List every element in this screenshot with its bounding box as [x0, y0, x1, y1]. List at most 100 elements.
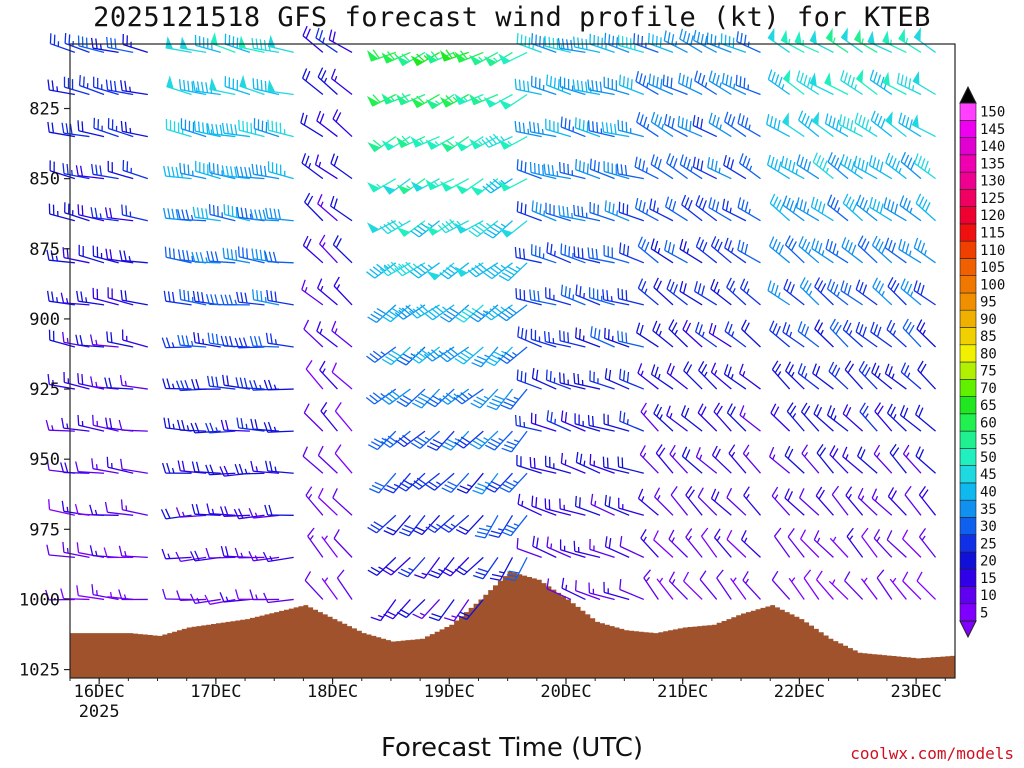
barb-shaft — [650, 163, 674, 180]
barb-flag — [395, 439, 405, 448]
barb-flag — [175, 380, 181, 391]
barb-flag — [582, 120, 585, 131]
barb-half-flag — [319, 328, 323, 334]
barb-flag — [730, 116, 736, 127]
barb-flag — [457, 439, 468, 446]
barb-flag — [262, 209, 267, 221]
barb-flag — [685, 486, 693, 496]
barb-flag — [683, 571, 690, 582]
barb-flag — [921, 199, 928, 210]
barb-flag — [564, 244, 567, 256]
barb-shaft — [78, 471, 105, 474]
barb-half-flag — [669, 412, 673, 419]
barb-flag — [224, 335, 229, 347]
barb-shaft — [694, 290, 718, 306]
barb-flag — [183, 163, 186, 175]
barb-flag — [227, 205, 230, 216]
barb-flag — [250, 122, 253, 134]
barb-flag — [682, 30, 687, 42]
barb-shaft — [423, 556, 441, 579]
barb-flag — [863, 241, 870, 252]
barb-flag — [248, 508, 254, 519]
barb-flag — [328, 29, 333, 40]
y-tick-label: 825 — [29, 100, 60, 120]
barb-flag — [508, 570, 520, 574]
barb-flag — [902, 529, 909, 540]
barb-flag — [120, 458, 123, 470]
barb-flag — [663, 30, 667, 41]
barb-flag — [669, 281, 675, 292]
barb-shaft — [300, 122, 324, 138]
barb-shaft — [49, 213, 76, 222]
barb-flag — [210, 294, 215, 305]
barb-flag — [710, 278, 716, 290]
barb-flag — [706, 32, 709, 44]
barb-half-flag — [745, 493, 750, 500]
barb-flag — [251, 37, 255, 49]
barb-flag — [489, 181, 499, 189]
barb-half-flag — [323, 535, 329, 541]
barb-shaft — [107, 46, 134, 54]
barb-half-flag — [543, 210, 546, 216]
barb-flag — [514, 78, 517, 90]
barb-shaft — [122, 169, 149, 180]
barb-flag — [491, 573, 503, 578]
barb-half-flag — [656, 207, 659, 213]
barb-flag — [531, 200, 534, 211]
barb-flag — [847, 74, 852, 86]
barb-shaft — [874, 410, 893, 432]
barb-flag — [181, 460, 186, 472]
barb-shaft — [63, 471, 90, 474]
barb-flag — [869, 196, 874, 208]
barb-flag — [330, 153, 336, 164]
barb-flag — [234, 337, 240, 349]
barb-flag — [640, 239, 647, 250]
barb-shaft — [180, 88, 207, 96]
barb-flag — [604, 536, 608, 547]
barb-shaft — [122, 130, 148, 138]
barb-half-flag — [804, 373, 808, 379]
barb-pennant — [439, 50, 452, 62]
barb-flag — [862, 199, 868, 211]
barb-shaft — [766, 123, 790, 138]
barb-shaft — [92, 47, 119, 54]
barb-shaft — [491, 262, 513, 280]
barb-flag — [453, 396, 463, 405]
barb-flag — [873, 72, 878, 83]
barb-shaft — [421, 599, 441, 620]
barb-flag — [519, 415, 522, 427]
barb-pennant — [483, 56, 497, 67]
barb-half-flag — [791, 371, 795, 378]
barb-flag — [710, 362, 717, 373]
barb-flag — [475, 437, 486, 444]
barb-flag — [546, 536, 549, 548]
barb-flag — [444, 484, 455, 490]
barb-flag — [604, 494, 607, 506]
barb-flag — [120, 289, 123, 301]
barb-shaft — [387, 262, 411, 277]
barb-flag — [332, 235, 339, 245]
barb-flag — [506, 440, 517, 446]
barb-flag — [886, 530, 893, 541]
barb-flag — [398, 265, 407, 275]
barb-flag — [679, 28, 684, 40]
barb-flag — [459, 485, 470, 491]
barb-shaft — [331, 77, 353, 96]
barb-flag — [490, 480, 501, 487]
barb-flag — [414, 399, 425, 406]
barb-flag — [394, 312, 404, 320]
barb-shaft — [916, 328, 937, 348]
barb-shaft — [194, 261, 221, 264]
barb-pennant — [912, 70, 920, 86]
barb-flag — [815, 570, 823, 581]
barb-flag — [194, 550, 200, 561]
barb-flag — [639, 445, 646, 455]
barb-flag — [517, 326, 520, 337]
barb-shaft — [107, 341, 134, 348]
barb-flag — [259, 249, 263, 261]
barb-flag — [880, 76, 885, 88]
barb-flag — [804, 326, 810, 337]
barb-shaft — [803, 577, 820, 600]
barb-half-flag — [868, 126, 872, 132]
barb-flag — [487, 441, 498, 448]
